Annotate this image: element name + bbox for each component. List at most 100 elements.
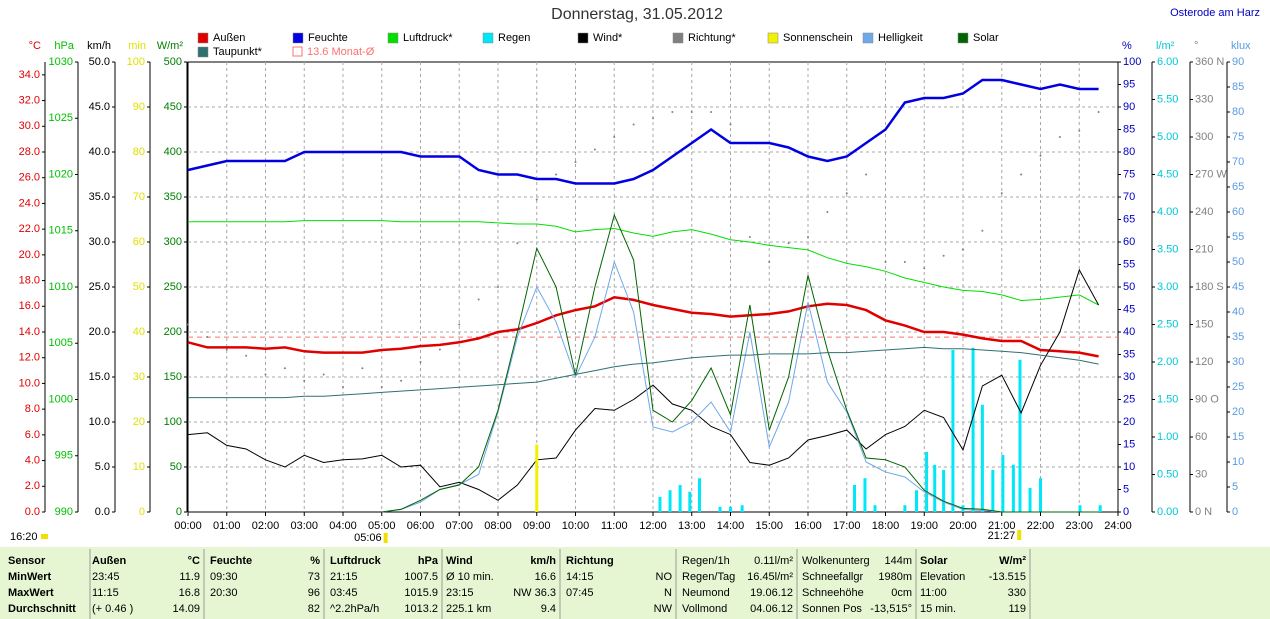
y-tick-label: 70 [133, 191, 145, 203]
table-header: % [310, 555, 320, 567]
y-tick-label: 20 [133, 416, 145, 428]
table-key: 23:45 [92, 571, 120, 583]
y-tick-label: 55 [1123, 258, 1135, 270]
table-key: Ø 10 min. [446, 571, 494, 583]
x-tick-label: 00:00 [174, 520, 202, 532]
y-tick-label: 22.0 [19, 223, 40, 235]
y-tick-label: 1020 [49, 168, 73, 180]
legend-label: Helligkeit [878, 32, 923, 44]
y-tick-label: 100 [127, 56, 145, 68]
x-tick-label: 10:00 [562, 520, 590, 532]
direction-dot [322, 373, 325, 376]
table-key: 23:15 [446, 587, 474, 599]
direction-dot [942, 254, 945, 257]
direction-dot [865, 173, 868, 176]
y-tick-label: 1010 [49, 281, 73, 293]
legend-swatch [862, 32, 874, 44]
y-tick-label: 2.00 [1157, 356, 1178, 368]
direction-dot [497, 286, 499, 288]
x-tick-label: 04:00 [329, 520, 357, 532]
y-tick-label: 40 [133, 326, 145, 338]
legend-swatch [387, 32, 399, 44]
direction-dot [516, 242, 519, 245]
y-tick-label: 12.0 [19, 352, 40, 364]
y-tick-label: 90 [1123, 101, 1135, 113]
axis-title: hPa [54, 40, 74, 52]
y-tick-label: 0 [1232, 506, 1238, 518]
y-tick-label: 450 [164, 101, 182, 113]
y-tick-label: 3.50 [1157, 243, 1178, 255]
table-value: 96 [308, 587, 320, 599]
y-tick-label: 300 [1195, 131, 1213, 143]
x-tick-label: 16:00 [794, 520, 822, 532]
y-tick-label: 60 [133, 236, 145, 248]
y-tick-label: 50 [1232, 256, 1244, 268]
direction-dot [671, 111, 674, 113]
bar [1018, 359, 1022, 512]
table-value: N [664, 587, 672, 599]
direction-dot [729, 123, 732, 126]
table-key: ^2.2hPa/h [330, 603, 379, 615]
y-tick-label: 100 [1123, 56, 1141, 68]
table-value: NO [656, 571, 673, 583]
bar [678, 485, 682, 512]
y-tick-label: 1025 [49, 112, 73, 124]
y-tick-label: 5.0 [95, 461, 110, 473]
direction-dot [419, 361, 422, 363]
y-tick-label: 50 [1123, 281, 1135, 293]
table-value: 1015.9 [404, 587, 438, 599]
axis-title: km/h [87, 40, 111, 52]
table-key: 225.1 km [446, 603, 491, 615]
y-tick-label: 10 [133, 461, 145, 473]
y-tick-label: 3.00 [1157, 281, 1178, 293]
x-tick-label: 15:00 [755, 520, 783, 532]
x-tick-label: 21:00 [988, 520, 1016, 532]
bar [933, 464, 937, 512]
legend-swatch [957, 32, 969, 44]
y-tick-label: 10 [1232, 456, 1244, 468]
direction-dot [361, 367, 364, 370]
series-line [188, 220, 1099, 306]
direction-dot [923, 267, 926, 270]
x-tick-label: 14:00 [717, 520, 745, 532]
direction-dot [264, 373, 267, 376]
bar [658, 497, 662, 512]
y-tick-label: 80 [1123, 146, 1135, 158]
axis-title: ° [1194, 40, 1198, 52]
direction-dot [400, 379, 403, 382]
y-tick-label: 6.00 [1157, 56, 1178, 68]
direction-dot [1020, 173, 1023, 176]
y-tick-label: 330 [1195, 93, 1213, 105]
bar [903, 505, 907, 512]
y-tick-label: 90 O [1195, 393, 1219, 405]
bar [971, 347, 975, 512]
table-value: 9.4 [541, 603, 556, 615]
legend-label: Feuchte [308, 32, 348, 44]
y-tick-label: 80 [1232, 106, 1244, 118]
bar [1001, 455, 1005, 512]
x-tick-label: 07:00 [445, 520, 473, 532]
table-header: km/h [530, 555, 556, 567]
axis-title: klux [1231, 40, 1251, 52]
table-value: 73 [308, 571, 320, 583]
y-tick-label: 75 [1123, 168, 1135, 180]
direction-dot [981, 229, 984, 232]
y-tick-label: 50.0 [89, 56, 110, 68]
table-key: (+ 0.46 ) [92, 603, 133, 615]
y-tick-label: 180 S [1195, 281, 1224, 293]
bar [980, 404, 984, 512]
y-tick-label: 350 [164, 191, 182, 203]
y-tick-label: 55 [1232, 231, 1244, 243]
y-tick-label: 25 [1123, 393, 1135, 405]
table-value: 0cm [891, 587, 912, 599]
table-header: Wind [446, 555, 473, 567]
table-header: Solar [920, 555, 948, 567]
series-line [381, 213, 1099, 513]
y-tick-label: 200 [164, 326, 182, 338]
table-key: MaxWert [8, 587, 54, 599]
table-value: 1013.2 [404, 603, 438, 615]
x-tick-label: 20:00 [949, 520, 977, 532]
direction-dot [632, 123, 635, 126]
y-tick-label: 20.0 [19, 249, 40, 261]
